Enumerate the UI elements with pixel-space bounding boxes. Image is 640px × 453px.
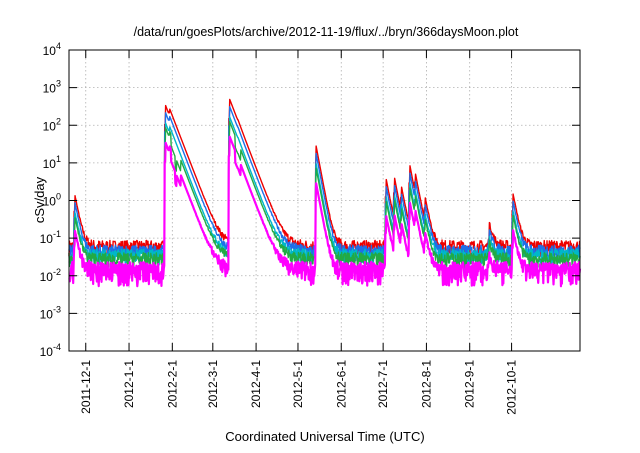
y-tick-label: 10-4 bbox=[40, 342, 61, 359]
y-axis-label: cSv/day bbox=[32, 176, 47, 223]
ticks: 10-4 10-3 10-2 10-1 100 101 102 103 104 2011-12-1… bbox=[40, 41, 580, 415]
series-line-magenta bbox=[68, 135, 582, 288]
chart-title: /data/run/goesPlots/archive/2012-11-19/f… bbox=[134, 25, 519, 39]
x-tick-label: 2012-2-1 bbox=[165, 360, 179, 408]
y-tick-label: 102 bbox=[43, 116, 61, 133]
x-tick-label: 2012-5-1 bbox=[291, 360, 305, 408]
x-tick-label: 2012-9-1 bbox=[463, 360, 477, 408]
x-tick-label: 2012-8-1 bbox=[419, 360, 433, 408]
x-axis-label: Coordinated Universal Time (UTC) bbox=[225, 429, 424, 444]
series-layer bbox=[68, 98, 582, 288]
y-tick-label: 101 bbox=[43, 154, 61, 171]
series-line-red bbox=[68, 98, 581, 257]
x-tick-label: 2012-10-1 bbox=[505, 360, 519, 415]
y-tick-label: 10-3 bbox=[40, 304, 61, 321]
series-line-blue bbox=[68, 106, 581, 262]
x-tick-label: 2012-7-1 bbox=[376, 360, 390, 408]
x-tick-label: 2012-3-1 bbox=[206, 360, 220, 408]
x-tick-label: 2012-1-1 bbox=[122, 360, 136, 408]
series-line-green bbox=[68, 121, 581, 270]
x-tick-label: 2012-4-1 bbox=[249, 360, 263, 408]
y-tick-label: 103 bbox=[43, 79, 61, 96]
y-tick-label: 104 bbox=[43, 41, 61, 58]
y-tick-label: 100 bbox=[43, 192, 61, 209]
x-tick-label: 2012-6-1 bbox=[334, 360, 348, 408]
y-tick-label: 10-1 bbox=[40, 229, 61, 246]
y-tick-label: 10-2 bbox=[40, 267, 61, 284]
x-tick-label: 2011-12-1 bbox=[79, 360, 93, 414]
